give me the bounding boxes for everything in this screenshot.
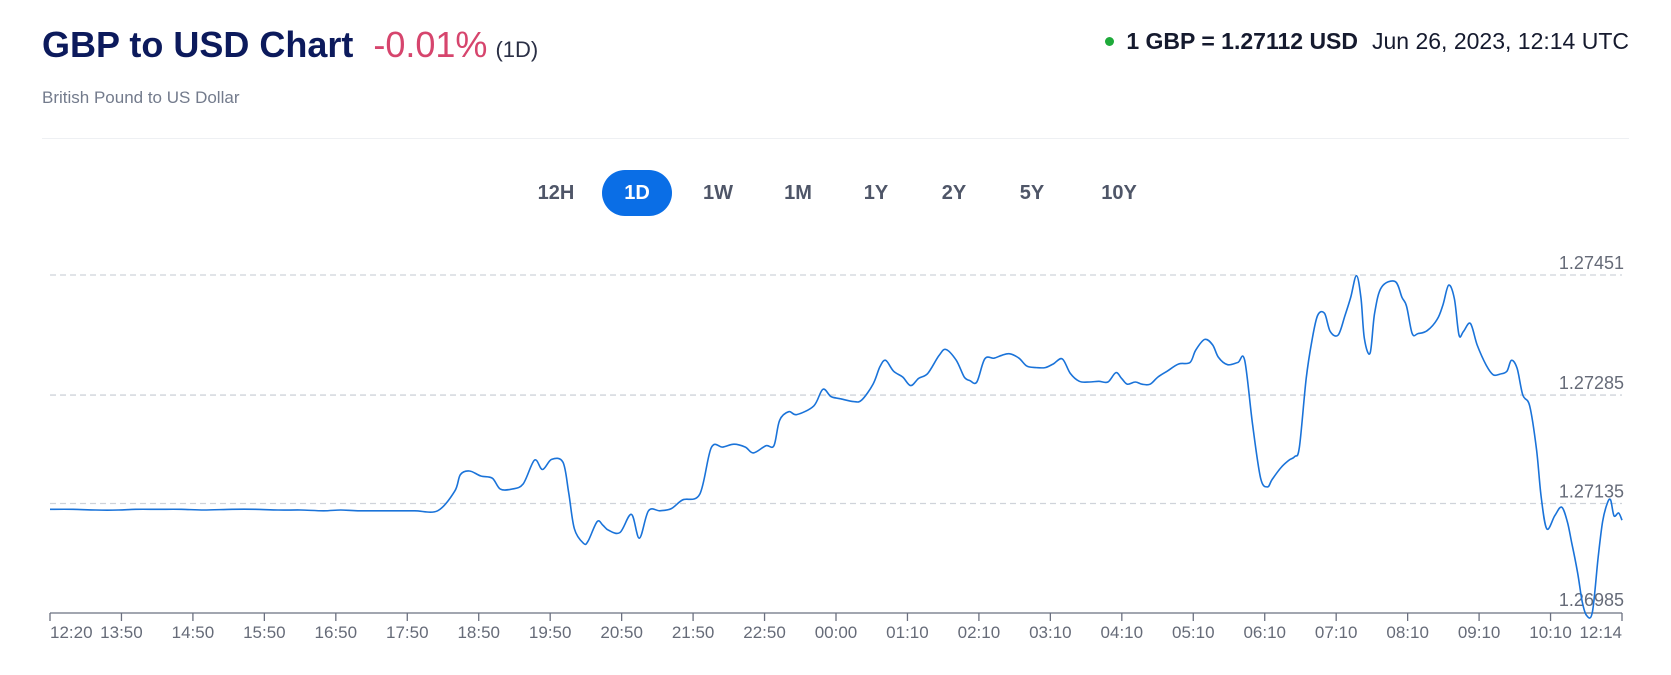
series-line [49, 274, 1623, 619]
tab-1d[interactable]: 1D [602, 170, 672, 216]
tab-2y[interactable]: 2Y [941, 182, 967, 204]
x-tick-label: 22:50 [743, 623, 786, 642]
live-status-dot [1105, 37, 1115, 46]
page-title: GBP to USD Chart [42, 24, 354, 65]
live-rate: 1 GBP = 1.27112 USD Jun 26, 2023, 12:14 … [1105, 28, 1629, 55]
x-tick-label: 12:20 [50, 623, 93, 642]
x-tick-label: 08:10 [1386, 623, 1429, 642]
x-tick-label: 07:10 [1315, 623, 1358, 642]
x-tick-label: 15:50 [243, 623, 286, 642]
y-tick-label: 1.27135 [1559, 482, 1624, 502]
x-tick-label: 13:50 [100, 623, 143, 642]
x-tick-label: 21:50 [672, 623, 715, 642]
x-tick-label: 05:10 [1172, 623, 1215, 642]
chart-header: GBP to USD Chart -0.01% (1D) [42, 24, 538, 66]
range-tabs: 12H 1D 1W 1M 1Y 2Y 5Y 10Y [0, 170, 1671, 216]
page-subtitle: British Pound to US Dollar [42, 88, 240, 107]
y-tick-label: 1.26985 [1559, 590, 1624, 610]
x-tick-label: 03:10 [1029, 623, 1072, 642]
x-tick-label: 17:50 [386, 623, 429, 642]
period-label: (1D) [495, 37, 539, 62]
x-tick-label: 04:10 [1101, 623, 1144, 642]
x-tick-label: 02:10 [958, 623, 1001, 642]
rate-timestamp: Jun 26, 2023, 12:14 UTC [1372, 28, 1629, 54]
x-tick-label: 10:10 [1529, 623, 1572, 642]
x-tick-label: 19:50 [529, 623, 572, 642]
tab-12h[interactable]: 12H [537, 182, 575, 204]
tab-1w[interactable]: 1W [703, 182, 733, 204]
tab-1y[interactable]: 1Y [863, 182, 889, 204]
x-tick-label: 00:00 [815, 623, 858, 642]
x-tick-label: 12:14 [1579, 623, 1622, 642]
x-tick-label: 06:10 [1243, 623, 1286, 642]
tab-10y[interactable]: 10Y [1101, 182, 1137, 204]
x-tick-label: 20:50 [600, 623, 643, 642]
x-tick-label: 18:50 [457, 623, 500, 642]
tab-5y[interactable]: 5Y [1019, 182, 1045, 204]
x-tick-label: 16:50 [315, 623, 358, 642]
rate-value: 1 GBP = 1.27112 USD [1126, 28, 1358, 54]
x-tick-label: 01:10 [886, 623, 929, 642]
change-percent: -0.01% [373, 24, 488, 65]
y-tick-label: 1.27285 [1559, 373, 1624, 393]
x-tick-label: 14:50 [172, 623, 215, 642]
y-tick-label: 1.27451 [1559, 253, 1624, 273]
tab-1m[interactable]: 1M [784, 182, 812, 204]
x-tick-label: 09:10 [1458, 623, 1501, 642]
header-divider [42, 138, 1629, 139]
